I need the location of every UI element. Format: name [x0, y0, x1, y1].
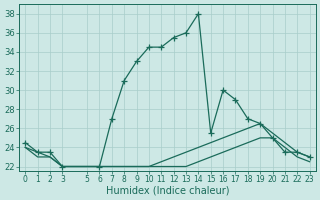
X-axis label: Humidex (Indice chaleur): Humidex (Indice chaleur)	[106, 186, 229, 196]
